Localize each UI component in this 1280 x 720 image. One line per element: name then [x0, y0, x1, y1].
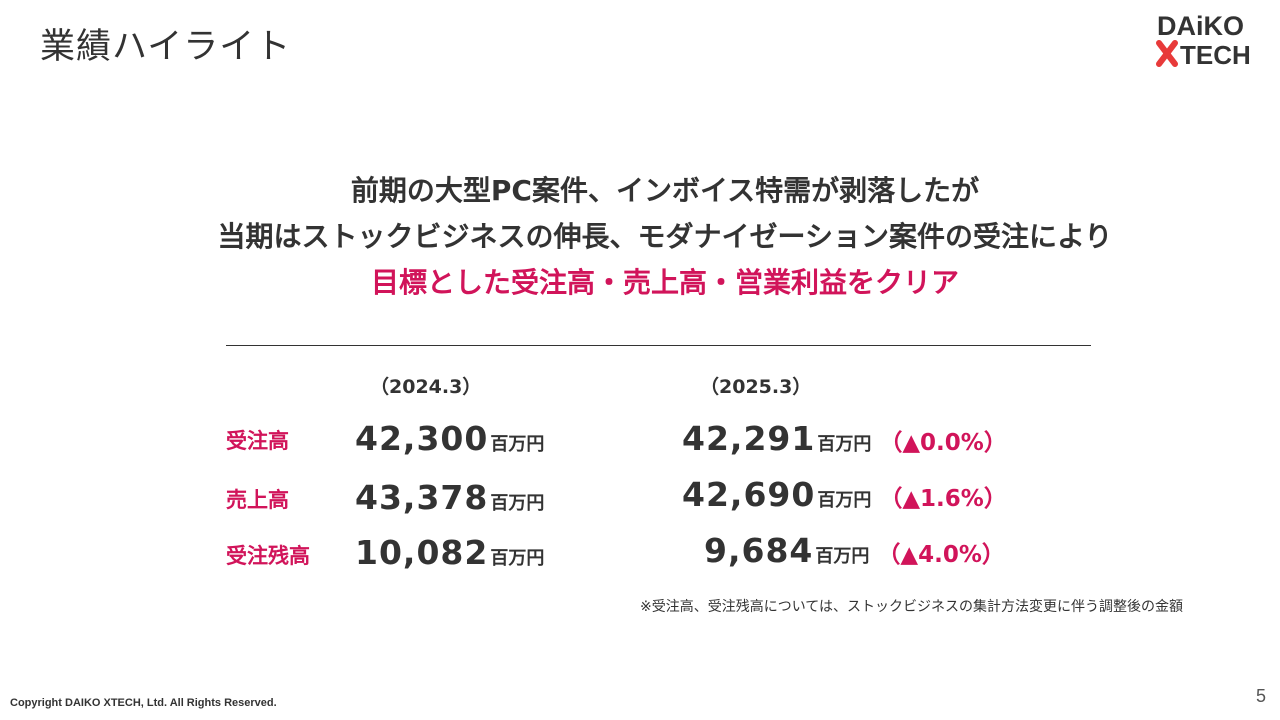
orders-current: 42,291 百万円 （▲0.0%）: [682, 422, 1007, 455]
orders-previous: 42,300 百万円: [355, 422, 544, 455]
sales-current-unit: 百万円: [817, 490, 872, 511]
metric-label-sales: 売上高: [226, 488, 289, 512]
orders-previous-value: 42,300: [355, 419, 489, 458]
logo-text-daiko: DAiKO: [1157, 11, 1244, 41]
backlog-previous-unit: 百万円: [490, 548, 545, 569]
headline-line-1: 前期の大型PC案件、インボイス特需が剥落したが: [350, 174, 980, 207]
page-title: 業績ハイライト: [40, 27, 292, 67]
headline-line-3: 目標とした受注高・売上高・営業利益をクリア: [370, 266, 959, 299]
backlog-current-unit: 百万円: [815, 546, 870, 567]
period-current: （2025.3）: [700, 376, 812, 398]
sales-current: 42,690 百万円 （▲1.6%）: [682, 478, 1007, 511]
backlog-change: （▲4.0%）: [877, 542, 1005, 568]
orders-current-value: 42,291: [682, 419, 816, 458]
page-number: 5: [1256, 686, 1267, 706]
sales-current-value: 42,690: [682, 475, 816, 514]
backlog-previous: 10,082 百万円: [355, 536, 544, 569]
orders-previous-unit: 百万円: [490, 434, 545, 455]
copyright: Copyright DAIKO XTECH, Ltd. All Rights R…: [10, 697, 277, 709]
sales-previous-value: 43,378: [355, 478, 489, 517]
backlog-previous-value: 10,082: [355, 533, 489, 572]
metric-label-orders: 受注高: [226, 429, 289, 453]
company-logo: DAiKO TECH: [1155, 10, 1259, 68]
sales-change: （▲1.6%）: [879, 486, 1007, 512]
footnote: ※受注高、受注残高については、ストックビジネスの集計方法変更に伴う調整後の金額: [640, 599, 1184, 615]
headline-line-2: 当期はストックビジネスの伸長、モダナイゼーション案件の受注により: [217, 220, 1113, 253]
logo-text-xtech: TECH: [1180, 40, 1251, 68]
orders-change: （▲0.0%）: [879, 430, 1007, 456]
period-previous: （2024.3）: [370, 376, 482, 398]
sales-previous: 43,378 百万円: [355, 481, 544, 514]
x-mark-icon: [1156, 40, 1178, 67]
divider: [226, 345, 1091, 346]
metric-label-backlog: 受注残高: [226, 544, 310, 568]
orders-current-unit: 百万円: [817, 434, 872, 455]
headline: 前期の大型PC案件、インボイス特需が剥落したが 当期はストックビジネスの伸長、モ…: [150, 168, 1180, 306]
sales-previous-unit: 百万円: [490, 493, 545, 514]
backlog-current-value: 9,684: [704, 531, 814, 570]
backlog-current: 9,684 百万円 （▲4.0%）: [704, 534, 1005, 567]
